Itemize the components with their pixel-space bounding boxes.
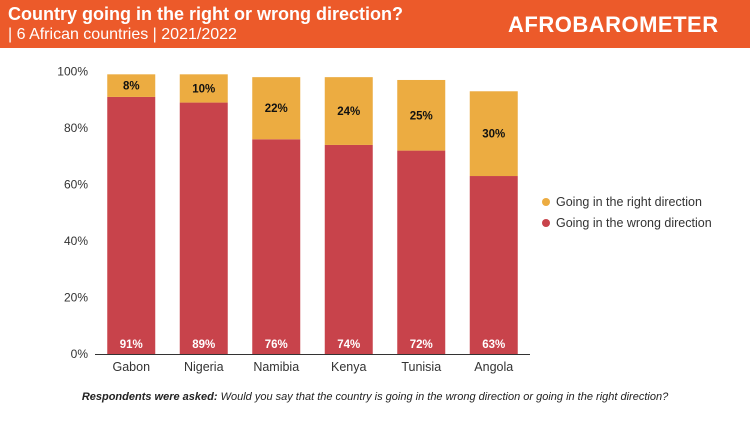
y-tick-label: 60%	[64, 178, 88, 192]
x-tick-label: Tunisia	[401, 360, 441, 374]
legend: Going in the right direction Going in th…	[542, 194, 742, 236]
bar-wrong-direction	[107, 96, 156, 355]
data-label-right: 8%	[123, 81, 140, 93]
chart-title: Country going in the right or wrong dire…	[8, 4, 403, 24]
data-label-wrong: 63%	[482, 339, 505, 351]
data-label-right: 10%	[192, 83, 215, 95]
data-label-wrong: 72%	[410, 339, 433, 351]
bar-right-direction	[469, 91, 518, 177]
legend-dot-wrong	[542, 219, 550, 227]
bar-wrong-direction	[252, 139, 301, 354]
data-label-wrong: 74%	[337, 339, 360, 351]
y-tick-label: 100%	[57, 65, 88, 79]
data-label-wrong: 89%	[192, 339, 215, 351]
chart-subtitle: | 6 African countries | 2021/2022	[8, 26, 237, 43]
data-label-right: 22%	[265, 103, 288, 115]
bar-wrong-direction	[397, 150, 446, 354]
legend-label-right: Going in the right direction	[556, 195, 702, 209]
legend-item-wrong: Going in the wrong direction	[542, 215, 742, 231]
bar-chart: 0% 20% 40% 60% 80% 100% 91% 8% Gabon 89% 10% Nigeri…	[57, 65, 530, 374]
bar-right-direction	[397, 79, 446, 151]
data-label-wrong: 91%	[120, 339, 143, 351]
x-tick-label: Nigeria	[184, 360, 224, 374]
data-label-right: 25%	[410, 110, 433, 122]
y-tick-label: 40%	[64, 234, 88, 248]
legend-item-right: Going in the right direction	[542, 194, 742, 210]
y-tick-label: 20%	[64, 291, 88, 305]
data-label-right: 24%	[337, 106, 360, 118]
brand-logo: AFROBAROMETER	[508, 12, 719, 37]
bar-right-direction	[324, 77, 373, 145]
header-banner: Country going in the right or wrong dire…	[0, 0, 750, 48]
bar-wrong-direction	[469, 176, 518, 354]
data-label-wrong: 76%	[265, 339, 288, 351]
y-tick-label: 0%	[71, 347, 89, 361]
bar-wrong-direction	[179, 102, 228, 354]
bar-right-direction	[252, 77, 301, 140]
data-label-right: 30%	[482, 129, 505, 141]
x-tick-label: Namibia	[253, 360, 299, 374]
legend-label-wrong: Going in the wrong direction	[556, 216, 712, 230]
x-tick-label: Gabon	[112, 360, 150, 374]
footnote: Respondents were asked: Would you say th…	[0, 391, 750, 403]
footnote-label: Respondents were asked:	[81, 391, 218, 403]
footnote-question: Would you say that the country is going …	[220, 391, 669, 403]
x-tick-label: Kenya	[331, 360, 366, 374]
y-tick-label: 80%	[64, 121, 88, 135]
x-tick-label: Angola	[474, 360, 513, 374]
legend-dot-right	[542, 198, 550, 206]
bar-right-direction	[179, 74, 228, 103]
bar-wrong-direction	[324, 144, 373, 354]
bar-right-direction	[107, 74, 156, 97]
